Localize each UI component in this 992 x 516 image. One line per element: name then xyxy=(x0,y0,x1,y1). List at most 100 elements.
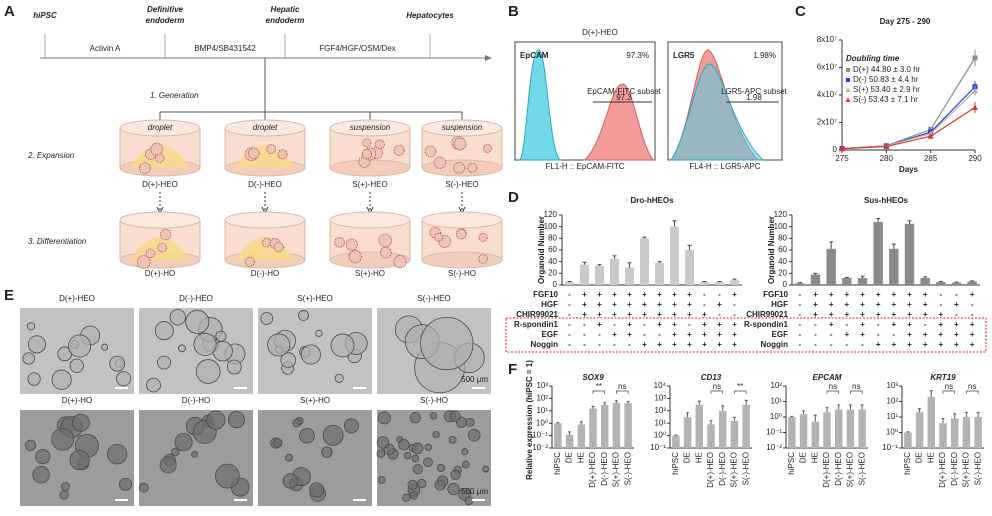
condition-mark: - xyxy=(613,320,616,329)
organoid-image xyxy=(398,439,410,451)
organoid-image xyxy=(376,449,386,458)
bar xyxy=(730,280,739,285)
image-label: S(+)-HEO xyxy=(297,294,332,303)
condition-mark: + xyxy=(717,340,722,349)
image-label: S(+)-HO xyxy=(300,396,330,405)
bar xyxy=(700,282,709,285)
x-tick-label: S(-)-HEO xyxy=(973,452,982,485)
condition-mark: + xyxy=(970,320,975,329)
condition-mark: + xyxy=(597,310,602,319)
stage-label: endoderm xyxy=(146,16,185,25)
condition-mark: - xyxy=(861,340,864,349)
image-label: D(-)-HO xyxy=(182,396,210,405)
condition-mark: - xyxy=(598,340,601,349)
x-tick-label: 285 xyxy=(924,154,938,163)
bar xyxy=(799,414,808,448)
bar xyxy=(718,410,727,448)
organoid-image xyxy=(154,321,174,341)
flow-title: D(+)-HEO xyxy=(582,28,618,37)
histogram-positive xyxy=(583,83,654,161)
condition-mark: - xyxy=(568,340,571,349)
significance-label: ns xyxy=(618,382,626,391)
hepatic-organoid xyxy=(136,255,151,269)
legend-label: S(-) 53.43 ± 7.1 hr xyxy=(853,95,918,104)
condition-label: R-spondin1 xyxy=(514,320,559,329)
y-tick-label: 20 xyxy=(548,268,557,277)
marker-label: EpCAM xyxy=(520,51,549,60)
image-label: S(-)-HEO xyxy=(417,294,450,303)
condition-mark: + xyxy=(923,300,928,309)
bar xyxy=(858,409,866,448)
organoid-image xyxy=(377,476,386,484)
condition-mark: + xyxy=(657,300,662,309)
condition-mark: + xyxy=(907,290,912,299)
point xyxy=(927,133,934,139)
organoid-image xyxy=(467,428,481,442)
organoid-image xyxy=(59,490,69,500)
organoid-image xyxy=(309,482,325,498)
y-axis-label: Organoid Number xyxy=(767,216,776,284)
condition-mark: + xyxy=(923,310,928,319)
bar xyxy=(950,418,959,448)
bar xyxy=(967,281,977,285)
dish-bottom xyxy=(421,251,503,269)
bar xyxy=(857,278,868,285)
x-tick-label: D(-)-HEO xyxy=(834,452,843,486)
organoid-image xyxy=(411,454,420,463)
bar xyxy=(612,402,621,448)
condition-mark: + xyxy=(829,310,834,319)
condition-mark: + xyxy=(844,300,849,309)
condition-mark: + xyxy=(876,340,881,349)
condition-mark: + xyxy=(672,310,677,319)
flow-axis-label: FL1-H :: EpCAM-FITC xyxy=(545,162,624,171)
organoid-image xyxy=(116,371,132,387)
organoid-image xyxy=(60,482,70,492)
condition-mark: - xyxy=(798,300,801,309)
y-tick-label: 10² xyxy=(886,397,898,406)
condition-mark: + xyxy=(876,290,881,299)
chart-title: SOX9 xyxy=(582,373,604,382)
chart-title: KRT19 xyxy=(930,373,956,382)
heo-label: S(-)-HEO xyxy=(445,180,478,189)
organoid-image xyxy=(69,449,90,471)
condition-mark: + xyxy=(627,330,632,339)
organoid-image xyxy=(178,344,186,353)
organoid-image xyxy=(411,442,424,455)
y-tick-label: 10⁴ xyxy=(654,381,667,390)
culture-label: droplet xyxy=(148,123,173,132)
bar xyxy=(811,421,820,448)
condition-mark: + xyxy=(970,340,975,349)
condition-mark: + xyxy=(938,330,943,339)
condition-mark: + xyxy=(876,300,881,309)
condition-mark: + xyxy=(732,340,737,349)
y-tick-label: 10⁻¹ xyxy=(882,443,898,452)
organoid-image xyxy=(71,413,90,432)
heo-label: D(-)-HEO xyxy=(248,180,282,189)
condition-mark: + xyxy=(657,310,662,319)
organoid xyxy=(433,156,447,169)
condition-mark: + xyxy=(702,310,707,319)
condition-mark: + xyxy=(938,310,943,319)
organoid-image xyxy=(26,322,36,331)
y-tick-label: 2x10⁷ xyxy=(817,118,837,127)
condition-mark: + xyxy=(907,340,912,349)
condition-mark: - xyxy=(814,340,817,349)
chart-title: EPCAM xyxy=(813,373,842,382)
condition-mark: - xyxy=(845,320,848,329)
condition-mark: + xyxy=(657,290,662,299)
x-tick-label: S(-)-HEO xyxy=(857,452,866,485)
gate-name: EpCAM-FITC subset xyxy=(587,87,662,96)
y-tick-label: 0 xyxy=(833,145,838,154)
organoid-image xyxy=(35,449,51,465)
bar xyxy=(610,258,619,285)
condition-label: HGF xyxy=(771,300,788,309)
y-tick-label: 10⁰ xyxy=(536,418,548,427)
organoid-image xyxy=(461,448,469,456)
bar xyxy=(695,404,704,448)
condition-mark: - xyxy=(568,290,571,299)
bar xyxy=(595,265,604,285)
stage-label: Hepatocytes xyxy=(406,11,454,20)
y-tick-label: 10² xyxy=(536,394,548,403)
highlight-box xyxy=(505,317,987,353)
organoid-image xyxy=(51,369,72,390)
